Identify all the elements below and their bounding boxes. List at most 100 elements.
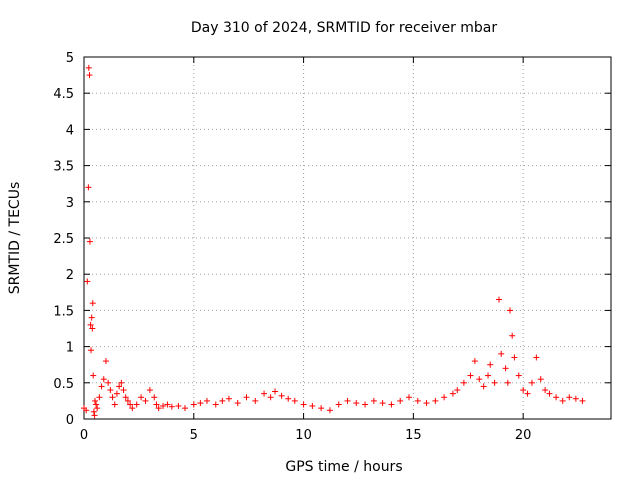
x-tick-label: 10 bbox=[295, 428, 312, 443]
data-point bbox=[225, 395, 232, 402]
data-point bbox=[116, 383, 123, 390]
data-point bbox=[203, 397, 210, 404]
data-point bbox=[219, 397, 226, 404]
data-point bbox=[432, 397, 439, 404]
data-point bbox=[146, 387, 153, 394]
data-point bbox=[572, 395, 579, 402]
data-point bbox=[151, 394, 158, 401]
data-point bbox=[579, 397, 586, 404]
data-point bbox=[261, 390, 268, 397]
y-tick-label: 3 bbox=[66, 196, 74, 211]
data-point bbox=[122, 394, 129, 401]
data-point bbox=[86, 238, 93, 245]
data-point bbox=[234, 400, 241, 407]
data-point bbox=[267, 394, 274, 401]
y-tick-label: 1 bbox=[66, 341, 74, 356]
data-point bbox=[370, 397, 377, 404]
plot-frame bbox=[83, 56, 612, 420]
data-point bbox=[502, 365, 509, 372]
data-point bbox=[487, 361, 494, 368]
data-point bbox=[272, 388, 279, 395]
data-point bbox=[94, 405, 101, 412]
data-point bbox=[83, 407, 90, 414]
data-point bbox=[318, 405, 325, 412]
data-point bbox=[88, 347, 95, 354]
y-tick-label: 1.5 bbox=[53, 304, 74, 319]
data-point bbox=[243, 394, 250, 401]
data-point bbox=[542, 387, 549, 394]
data-point bbox=[414, 397, 421, 404]
data-point bbox=[252, 397, 259, 404]
data-point bbox=[476, 376, 483, 383]
y-tick-label: 0 bbox=[66, 413, 74, 428]
data-point bbox=[91, 397, 98, 404]
data-point bbox=[515, 372, 522, 379]
data-point bbox=[362, 401, 369, 408]
data-point bbox=[546, 390, 553, 397]
data-point bbox=[138, 394, 145, 401]
y-tick-label: 4 bbox=[66, 123, 74, 138]
data-point bbox=[285, 395, 292, 402]
data-point bbox=[559, 397, 566, 404]
data-point bbox=[460, 379, 467, 386]
data-point bbox=[90, 408, 97, 415]
data-point bbox=[480, 383, 487, 390]
axis-ticks bbox=[83, 56, 611, 420]
data-point bbox=[129, 405, 136, 412]
data-point bbox=[509, 332, 516, 339]
data-point bbox=[471, 358, 478, 365]
data-point bbox=[85, 184, 92, 191]
grid-lines bbox=[84, 57, 611, 419]
data-point bbox=[454, 387, 461, 394]
y-tick-label: 2 bbox=[66, 268, 74, 283]
y-axis-label: SRMTID / TECUs bbox=[7, 182, 23, 295]
y-tick-label: 0.5 bbox=[53, 377, 74, 392]
data-point bbox=[397, 397, 404, 404]
data-point bbox=[127, 401, 134, 408]
data-point bbox=[124, 397, 131, 404]
x-tick-label: 20 bbox=[515, 428, 532, 443]
data-point bbox=[168, 403, 175, 410]
data-point bbox=[524, 390, 531, 397]
data-point bbox=[309, 402, 316, 409]
data-point bbox=[155, 405, 162, 412]
data-point bbox=[88, 314, 95, 321]
data-point bbox=[190, 401, 197, 408]
data-point bbox=[491, 379, 498, 386]
data-point bbox=[291, 397, 298, 404]
data-point bbox=[102, 358, 109, 365]
data-point bbox=[528, 379, 535, 386]
data-point bbox=[182, 405, 189, 412]
data-point bbox=[111, 401, 118, 408]
data-point bbox=[335, 401, 342, 408]
data-point bbox=[98, 383, 105, 390]
data-point bbox=[388, 401, 395, 408]
x-axis-label: GPS time / hours bbox=[285, 459, 402, 475]
data-point bbox=[142, 397, 149, 404]
tick-labels: 0 0.5 1 1.5 2 2.5 3 3.5 4 4.5 5 0 5 10 15 20 bbox=[53, 51, 531, 443]
data-point bbox=[485, 372, 492, 379]
y-tick-label: 5 bbox=[66, 51, 74, 66]
data-point bbox=[405, 394, 412, 401]
data-point bbox=[87, 321, 94, 328]
x-tick-label: 15 bbox=[405, 428, 422, 443]
data-point bbox=[553, 394, 560, 401]
data-point bbox=[498, 350, 505, 357]
data-point bbox=[379, 400, 386, 407]
data-point bbox=[85, 64, 92, 71]
data-point bbox=[533, 354, 540, 361]
data-point bbox=[537, 376, 544, 383]
data-point bbox=[449, 390, 456, 397]
data-point bbox=[520, 387, 527, 394]
data-point bbox=[506, 307, 513, 314]
data-point bbox=[153, 401, 160, 408]
data-point bbox=[467, 372, 474, 379]
data-point bbox=[86, 72, 93, 79]
data-point bbox=[511, 354, 518, 361]
data-point bbox=[496, 296, 503, 303]
data-point bbox=[164, 401, 171, 408]
data-point bbox=[441, 394, 448, 401]
data-point bbox=[105, 379, 112, 386]
data-point bbox=[91, 412, 98, 419]
